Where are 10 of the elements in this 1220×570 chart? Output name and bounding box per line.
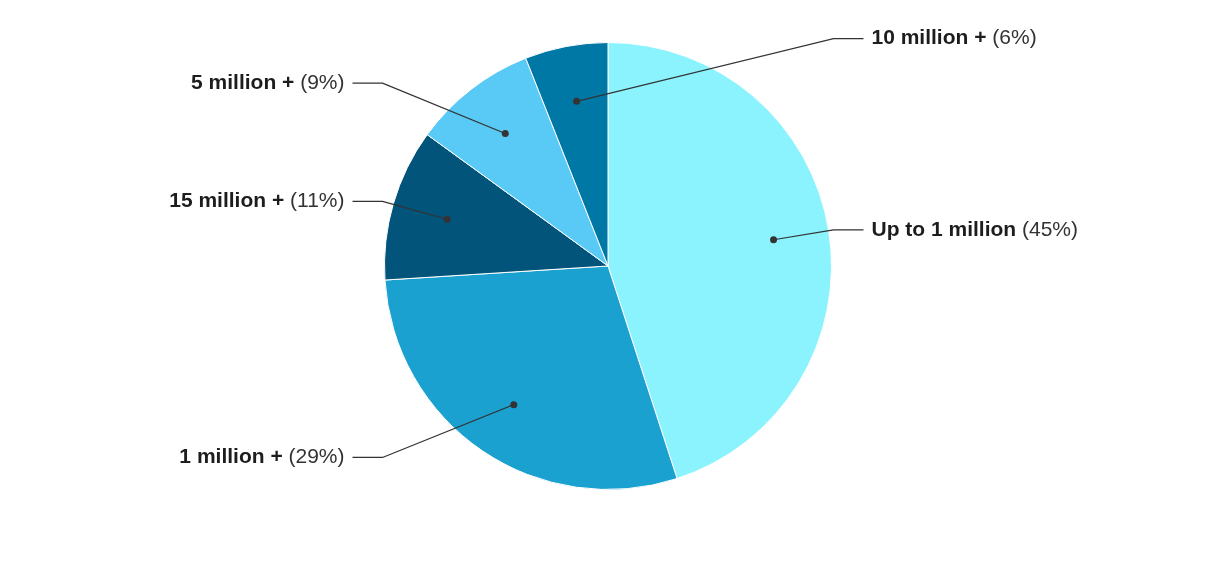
data-label: (6%): [992, 25, 1037, 49]
slice-label: 1 million +: [179, 444, 283, 468]
slice-label: 15 million +: [169, 188, 285, 212]
data-label: (11%): [290, 188, 345, 212]
data-label: (9%): [300, 69, 345, 93]
slice-label: 10 million +: [871, 25, 987, 49]
slice-label: 5 million +: [191, 69, 295, 93]
slice-label: Up to 1 million: [871, 216, 1017, 240]
data-label: (29%): [288, 444, 345, 468]
data-label: (45%): [1022, 216, 1079, 240]
